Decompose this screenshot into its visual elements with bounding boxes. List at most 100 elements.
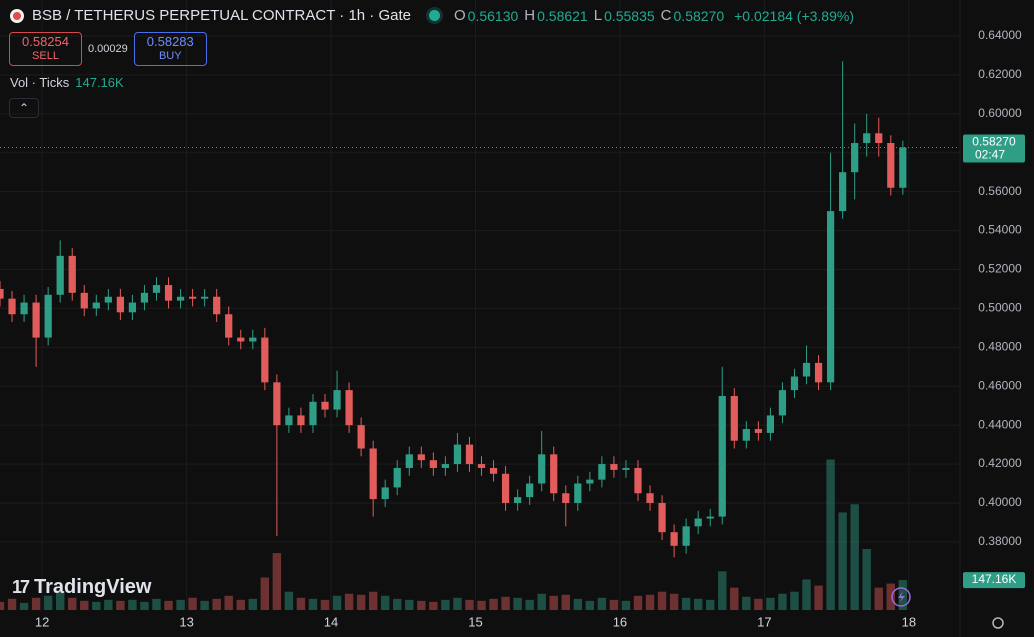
volume-bar: [718, 571, 727, 610]
candle-body: [526, 483, 534, 498]
y-tick-label: 0.38000: [978, 534, 1022, 548]
candle-body: [610, 464, 618, 470]
volume-bar: [537, 593, 546, 610]
volume-bar: [850, 504, 859, 610]
ohlc-values: O 0.56130 H 0.58621 L 0.55835 C 0.58270: [450, 7, 724, 24]
y-tick-label: 0.46000: [978, 378, 1022, 392]
volume-bar: [344, 593, 354, 610]
candle-body: [8, 298, 16, 315]
volume-bar: [681, 597, 691, 610]
candle-body: [297, 415, 305, 426]
volume-bar: [730, 587, 739, 610]
symbol-title: BSB / TETHERUS PERPETUAL CONTRACT · 1h ·…: [32, 7, 411, 24]
plot-background: [0, 0, 960, 610]
price-tag: [963, 134, 1025, 163]
volume-bar: [862, 549, 871, 610]
volume-bar: [657, 591, 667, 610]
candle-body: [706, 516, 714, 519]
volume-bar: [260, 577, 270, 610]
candle-body: [742, 429, 750, 441]
volume-tag: [963, 572, 1025, 589]
volume-bar: [356, 594, 366, 610]
volume-tag-value: 147.16K: [972, 572, 1017, 586]
candle-body: [766, 415, 775, 433]
sell-button[interactable]: 0.58254 SELL: [9, 32, 82, 66]
candle-body: [550, 454, 558, 494]
volume-bar: [272, 553, 282, 610]
buy-price: 0.58283: [146, 34, 194, 49]
candle-body: [104, 296, 112, 303]
candle-body: [682, 526, 690, 546]
volume-bar: [200, 600, 209, 610]
volume-bar: [380, 595, 390, 610]
candle-body: [164, 285, 173, 301]
y-tick-label: 0.64000: [978, 28, 1022, 42]
candle-body: [357, 425, 365, 449]
y-tick-label: 0.50000: [978, 301, 1022, 315]
volume-bar: [7, 598, 17, 610]
price-change: +0.02184 (+3.89%): [734, 7, 854, 24]
volume-legend: Vol · Ticks 147.16K: [10, 75, 124, 90]
candle-body: [128, 302, 137, 313]
candle-body: [0, 288, 4, 299]
volume-bar: [525, 599, 534, 610]
volume-bar: [116, 600, 125, 610]
candle-body: [285, 415, 293, 426]
volume-bar: [826, 459, 835, 610]
candle-body: [790, 376, 799, 391]
candle-body: [465, 444, 474, 465]
volume-bar: [621, 600, 631, 610]
volume-bar: [248, 598, 258, 610]
y-tick-label: 0.40000: [978, 495, 1022, 509]
volume-bar: [477, 600, 486, 610]
candle-body: [574, 483, 582, 503]
buy-button[interactable]: 0.58283 BUY: [133, 32, 207, 66]
volume-bar: [104, 599, 113, 610]
candle-body: [345, 390, 353, 426]
volume-bar: [633, 595, 643, 610]
candle-body: [188, 296, 197, 299]
x-tick-label: 14: [324, 614, 338, 629]
x-tick-label: 15: [468, 614, 482, 629]
candle-body: [80, 292, 88, 309]
ohlc-key: L: [593, 7, 603, 24]
candle-body: [514, 497, 522, 503]
volume-bar: [80, 600, 89, 610]
volume-bar: [224, 595, 233, 610]
collapse-button[interactable]: ⌃: [9, 98, 39, 118]
y-tick-label: 0.54000: [978, 223, 1022, 237]
candle-body: [273, 382, 281, 426]
candle-body: [92, 302, 100, 309]
candle-body: [694, 518, 702, 527]
volume-bar: [320, 599, 330, 610]
candle-body: [658, 502, 666, 533]
volume-bar: [176, 599, 185, 610]
y-tick-label: 0.60000: [978, 106, 1022, 120]
volume-bar: [212, 598, 221, 610]
price-tag-value: 0.58270: [972, 135, 1016, 149]
candle-body: [622, 467, 630, 470]
candle-body: [261, 337, 269, 383]
symbol-header: BSB / TETHERUS PERPETUAL CONTRACT · 1h ·…: [10, 7, 854, 24]
x-tick-label: 17: [757, 614, 771, 629]
volume-bar: [838, 512, 847, 610]
volume-bar: [597, 597, 607, 610]
ohlc-key: O: [453, 7, 466, 24]
volume-bar: [405, 599, 414, 610]
candle-body: [778, 390, 787, 416]
candle-body: [489, 467, 498, 474]
trade-buttons: 0.58254 SELL 0.00029 0.58283 BUY: [9, 32, 207, 66]
candle-body: [899, 147, 907, 188]
volume-bar: [284, 591, 294, 610]
candle-body: [875, 133, 883, 144]
y-tick-label: 0.44000: [978, 417, 1022, 431]
candle-body: [201, 296, 209, 299]
candle-body: [32, 302, 40, 338]
volume-bar: [693, 598, 703, 610]
price-tag-countdown: 02:47: [975, 148, 1005, 162]
volume-bar: [886, 583, 895, 610]
candle-body: [321, 401, 329, 410]
ohlc-value: 0.55835: [604, 7, 655, 24]
candle-body: [826, 211, 835, 383]
volume-bar: [152, 598, 161, 610]
